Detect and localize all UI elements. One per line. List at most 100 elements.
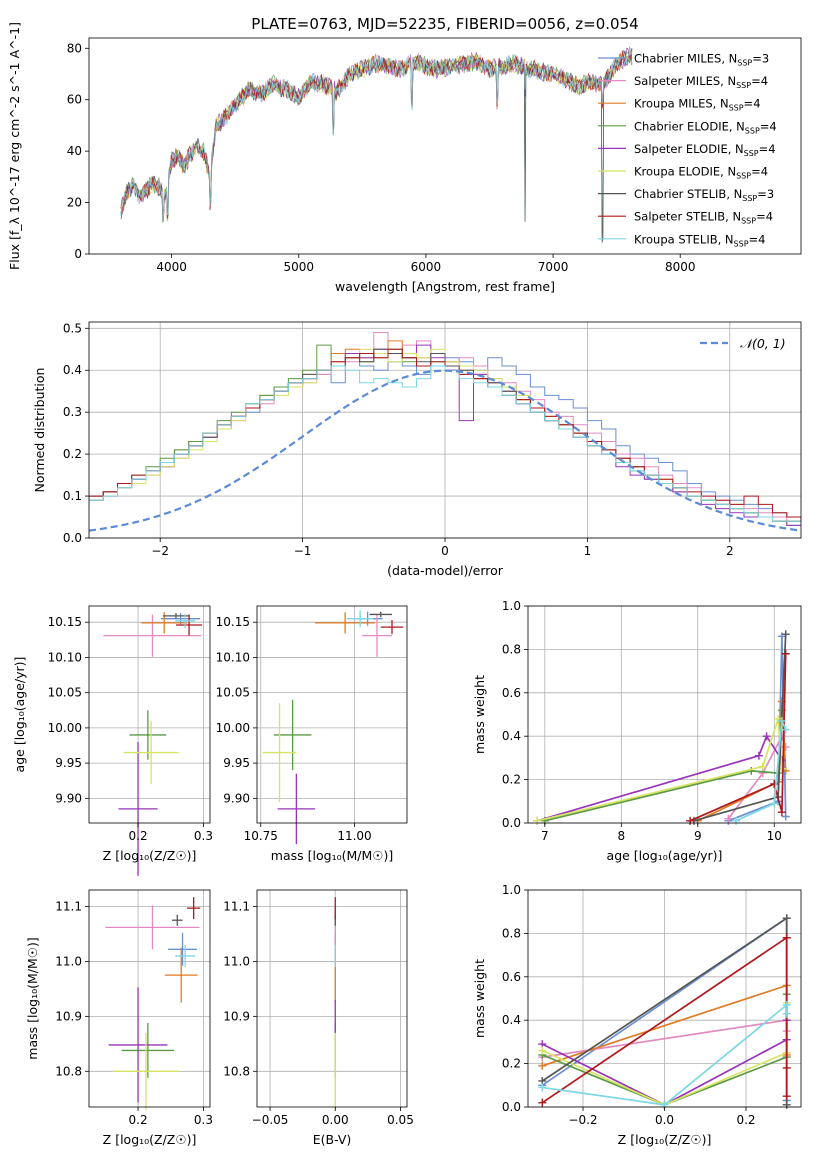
legend-entry: Chabrier STELIB, NSSP=3 xyxy=(634,187,774,203)
axes-frame xyxy=(256,605,408,824)
y-tick-label: 0.8 xyxy=(502,926,521,940)
x-tick-label: 6000 xyxy=(411,260,442,274)
weight-marker xyxy=(724,814,733,823)
x-tick-label: 0.00 xyxy=(322,1113,349,1127)
legend-model-name: Kroupa MILES xyxy=(634,97,713,111)
errorbar-point xyxy=(172,914,183,926)
weight-marker xyxy=(538,1046,547,1055)
x-tick-label: 5000 xyxy=(284,260,315,274)
legend-nssp-value: 3 xyxy=(767,187,774,201)
weight-marker xyxy=(538,1083,547,1092)
axes-z_age: 0.2 0.3 9.90 9.95 10.00 10.05 10.10 10.15 Z [log… xyxy=(12,605,213,876)
axes-z_mass: 0.2 0.3 10.8 10.9 11.0 11.1 Z [log₁₀(Z/Z☉)] mas… xyxy=(25,889,213,1147)
plot-area-age_weight xyxy=(533,630,790,825)
x-axis-label: Z [log₁₀(Z/Z☉)] xyxy=(103,848,197,863)
legend-nssp-eq: = xyxy=(759,142,769,156)
histogram-step xyxy=(89,344,801,526)
y-axis-label: age [log₁₀(age/yr)] xyxy=(12,657,27,773)
x-tick-label: 10.75 xyxy=(244,829,278,843)
spectrum-line xyxy=(120,47,633,222)
figure-title: PLATE=0763, MJD=52235, FIBERID=0056, z=0… xyxy=(251,15,638,33)
weight-marker xyxy=(770,779,779,788)
x-tick-label: 8 xyxy=(617,829,625,843)
y-tick-label: 0.2 xyxy=(502,773,521,787)
axes-z_weight: −0.2 0.0 0.2 0.0 0.2 0.4 0.6 0.8 1.0 Z [log₁₀(Z/Z… xyxy=(472,883,802,1147)
weight-line xyxy=(689,653,787,822)
weight-marker xyxy=(782,1092,791,1101)
x-tick-label: −2 xyxy=(151,544,169,558)
errorbar-point xyxy=(369,611,392,618)
weight-marker xyxy=(782,1100,791,1109)
y-tick-label: 0.6 xyxy=(502,970,521,984)
legend-nssp-prefix: , N xyxy=(726,187,742,201)
y-tick-label: 9.95 xyxy=(55,756,82,770)
legend-nssp-eq: = xyxy=(751,165,761,179)
weight-marker xyxy=(533,816,542,825)
legend-model-name: Salpeter STELIB xyxy=(634,210,725,224)
y-tick-label: 60 xyxy=(67,93,82,107)
y-tick-label: 0.0 xyxy=(502,1100,521,1114)
weight-marker xyxy=(781,649,790,658)
spectrum-line xyxy=(120,48,633,242)
y-tick-label: 40 xyxy=(67,144,82,158)
errorbar-point xyxy=(187,897,201,920)
y-tick-label: 9.90 xyxy=(223,791,250,805)
y-tick-label: 1.0 xyxy=(502,883,521,897)
legend-nssp-prefix: , N xyxy=(729,119,745,133)
plot-area-mass_age xyxy=(262,610,404,845)
spectrum-line xyxy=(120,47,633,222)
weight-marker xyxy=(782,914,791,923)
x-tick-label: 2 xyxy=(726,544,734,558)
y-tick-label: 0 xyxy=(74,247,82,261)
legend-nssp-value: 4 xyxy=(768,142,775,156)
histogram-step xyxy=(89,365,801,526)
y-tick-label: 0.4 xyxy=(502,729,521,743)
y-tick-label: 10.8 xyxy=(55,1064,82,1078)
y-axis-label: Normed distribution xyxy=(32,368,47,493)
legend-nssp-eq: = xyxy=(752,52,762,66)
y-tick-label: 10.05 xyxy=(216,686,250,700)
plot-area-residuals xyxy=(89,332,801,532)
x-tick-label: 0.2 xyxy=(129,1113,148,1127)
legend-nssp-value: 4 xyxy=(769,119,776,133)
y-tick-label: 10.10 xyxy=(216,650,250,664)
errorbar-point xyxy=(105,905,200,950)
plot-area-spectrum xyxy=(120,46,633,244)
x-tick-label: 1 xyxy=(584,544,592,558)
legend-nssp-sub: SSP xyxy=(736,172,751,181)
legend-nssp-value: 4 xyxy=(766,210,773,224)
errorbar-point xyxy=(277,773,316,845)
legend-nssp-sub: SSP xyxy=(741,217,756,226)
legend-nssp-prefix: , N xyxy=(713,97,729,111)
x-tick-label: 0.0 xyxy=(655,1113,674,1127)
weight-line xyxy=(735,720,787,822)
legend-nssp-prefix: , N xyxy=(718,232,734,246)
y-tick-label: 10.15 xyxy=(48,615,82,629)
y-tick-label: 10.15 xyxy=(216,615,250,629)
weight-marker xyxy=(777,717,786,726)
plot-area-z_mass xyxy=(105,897,201,1110)
weight-marker xyxy=(782,933,791,942)
axes-frame xyxy=(88,889,211,1108)
legend-nssp-sub: SSP xyxy=(736,81,751,90)
y-tick-label: 20 xyxy=(67,196,82,210)
x-tick-label: −0.05 xyxy=(252,1113,289,1127)
legend-model-name: Chabrier MILES xyxy=(634,52,721,66)
y-tick-label: 0.4 xyxy=(502,1013,521,1027)
errorbar-point xyxy=(175,613,195,628)
legend-entry: Kroupa STELIB, NSSP=4 xyxy=(634,232,766,248)
weight-line xyxy=(693,634,787,822)
errorbar-point xyxy=(315,612,376,634)
weight-line xyxy=(544,710,783,822)
x-axis-label: wavelength [Angstrom, rest frame] xyxy=(335,279,555,294)
legend-entry: Chabrier MILES, NSSP=3 xyxy=(634,52,769,68)
x-tick-label: −1 xyxy=(294,544,312,558)
legend-entry: 𝒩(0, 1) xyxy=(740,336,786,351)
y-tick-label: 10.9 xyxy=(55,1009,82,1023)
legend-nssp-prefix: , N xyxy=(728,142,744,156)
y-tick-label: 0.5 xyxy=(63,321,82,335)
x-tick-label: 7 xyxy=(541,829,549,843)
legend-nssp-eq: = xyxy=(756,210,766,224)
errorbar-point xyxy=(118,741,158,876)
